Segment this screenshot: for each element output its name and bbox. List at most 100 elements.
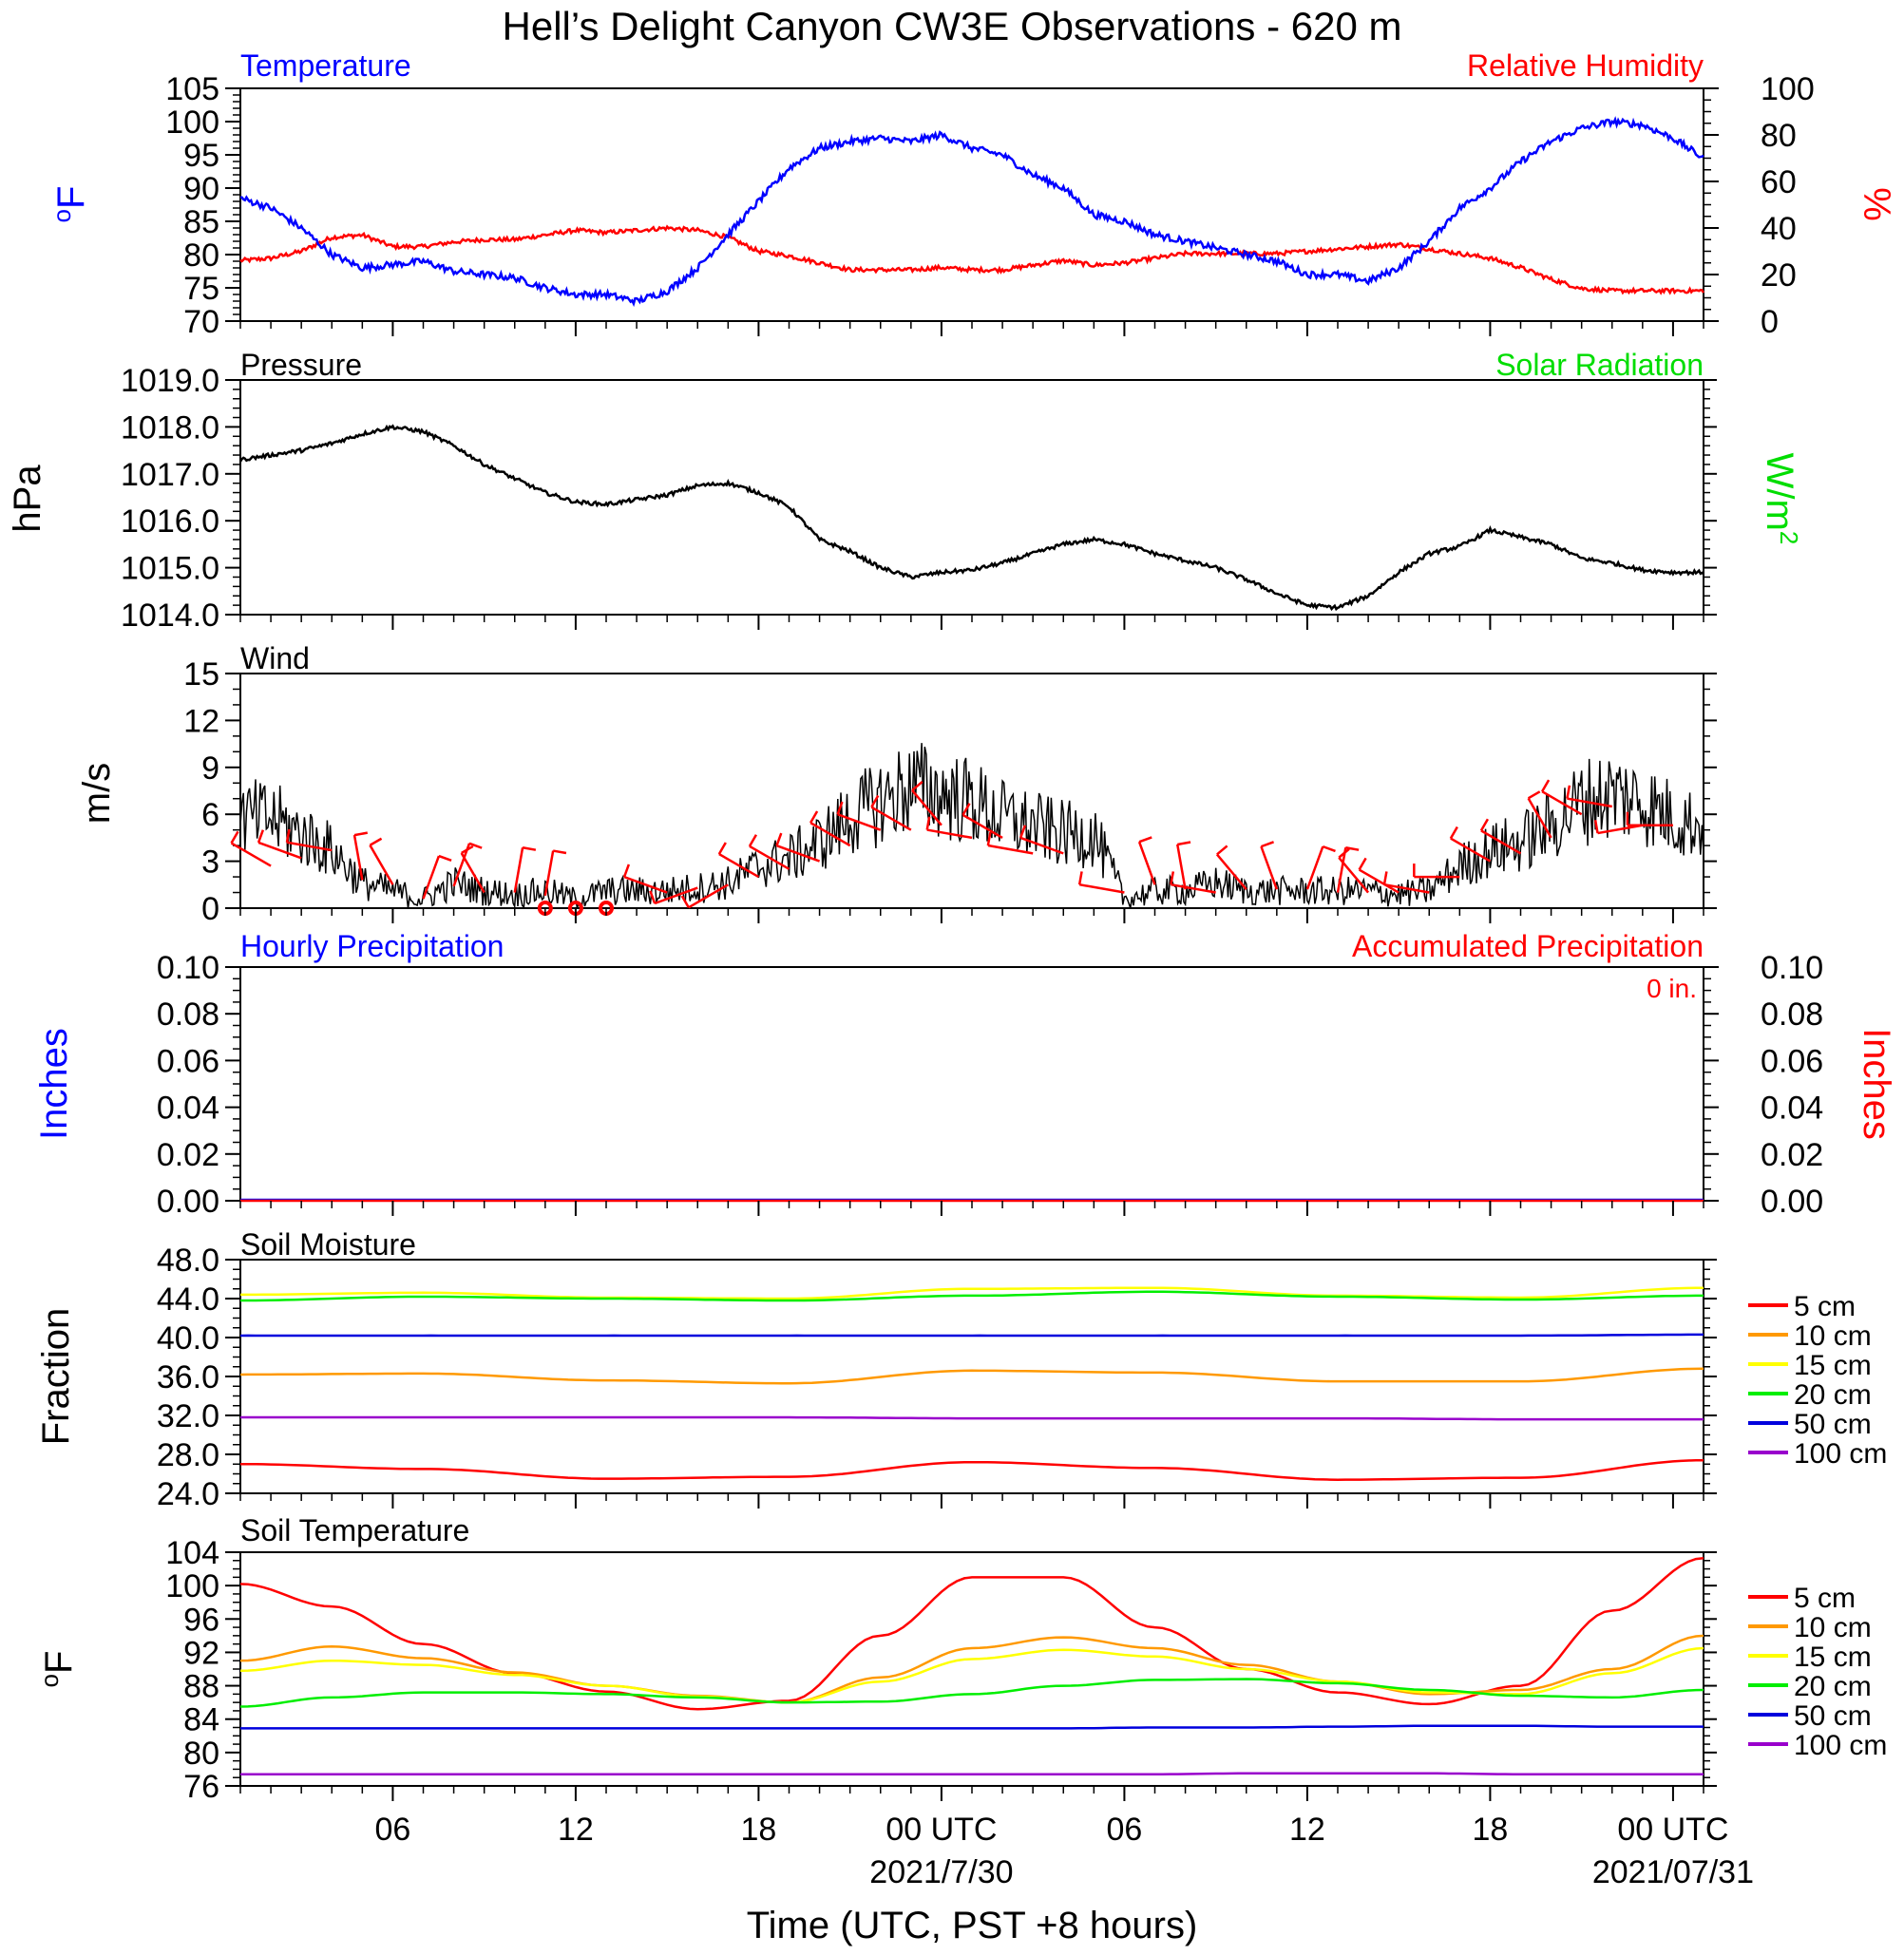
pressure-panel: Pressure Solar Radiation 1019.01018.0101…	[7, 348, 1803, 634]
wind-barb	[962, 803, 1003, 839]
soil-moisture-title: Soil Moisture	[240, 1227, 416, 1262]
wind-barb	[1382, 871, 1430, 894]
temperature-series-line	[239, 116, 1704, 308]
wind-barb	[1449, 826, 1492, 863]
y-tick-label: 0.00	[1761, 1184, 1823, 1220]
series-line-10cm	[239, 1367, 1704, 1385]
series-line-15cm	[240, 1286, 1704, 1300]
y-tick-label: 76	[183, 1769, 219, 1805]
series-line-20cm	[239, 1678, 1704, 1708]
y-tick-label: 70	[183, 304, 219, 340]
x-axis-title: Time (UTC, PST +8 hours)	[747, 1905, 1198, 1946]
series-line-5cm	[239, 1556, 1704, 1711]
x-date-label: 2021/7/30	[869, 1854, 1013, 1890]
wind-barb	[422, 854, 452, 900]
wind-title: Wind	[240, 641, 310, 675]
precip-left-y-ticks: 0.10 0.08 0.06 0.04 0.02 0.00	[157, 950, 240, 1220]
y-tick-label: 84	[183, 1702, 219, 1738]
temp-rh-series	[239, 116, 1705, 308]
soil-temperature-series	[239, 1556, 1704, 1775]
wind-barb	[986, 832, 1034, 855]
legend-label: 15 cm	[1794, 1642, 1872, 1673]
y-tick-label: 24.0	[157, 1476, 219, 1512]
soil-temperature-title: Soil Temperature	[240, 1513, 469, 1547]
y-tick-label: 100	[165, 104, 219, 141]
wind-barb	[870, 794, 912, 831]
pressure-frame	[239, 379, 1704, 616]
legend-label: 50 cm	[1794, 1700, 1872, 1732]
pressure-series-line	[238, 424, 1704, 612]
y-tick-label: 95	[183, 138, 219, 174]
wind-barb	[680, 883, 729, 909]
wind-barb	[1170, 871, 1216, 894]
wind-barb	[285, 828, 333, 852]
y-tick-label: 0.06	[157, 1043, 219, 1079]
rh-y-ticks: 100 80 60 40 20 0	[1704, 71, 1815, 340]
wind-barb	[543, 849, 567, 897]
wind-unit-label: m/s	[76, 763, 118, 824]
legend-label: 5 cm	[1794, 1291, 1856, 1322]
wind-barb	[1305, 845, 1336, 890]
legend-label: 20 cm	[1794, 1379, 1872, 1411]
y-tick-label: 0.08	[157, 996, 219, 1033]
rh-title: Relative Humidity	[1467, 48, 1704, 83]
y-tick-label: 80	[183, 237, 219, 274]
legend-label: 50 cm	[1794, 1409, 1872, 1440]
wind-barb	[622, 864, 668, 894]
chart-title: Hell’s Delight Canyon CW3E Observations …	[503, 4, 1402, 48]
y-tick-label: 0.10	[157, 950, 219, 986]
series-line-100cm	[240, 1415, 1704, 1421]
wind-barb	[717, 842, 760, 879]
x-axis-ticks	[239, 321, 1704, 1801]
y-tick-label: 9	[201, 750, 219, 787]
y-tick-label: 1015.0	[121, 551, 219, 587]
pressure-series	[238, 424, 1704, 612]
legend-label: 100 cm	[1794, 1730, 1887, 1761]
y-tick-label: 1016.0	[121, 503, 219, 540]
y-tick-label: 15	[183, 656, 219, 693]
precip-left-unit-label: Inches	[33, 1028, 75, 1140]
legend-label: 15 cm	[1794, 1350, 1872, 1381]
accum-precip-title: Accumulated Precipitation	[1352, 929, 1704, 963]
y-tick-label: 36.0	[157, 1359, 219, 1395]
x-tick-label: 18	[741, 1812, 777, 1848]
y-tick-label: 80	[183, 1736, 219, 1772]
precip-right-y-ticks: 0.10 0.08 0.06 0.04 0.02 0.00	[1704, 950, 1823, 1220]
x-tick-label: 12	[558, 1812, 594, 1848]
wind-barb	[1593, 820, 1644, 835]
solar-unit-label: W/m2	[1759, 453, 1803, 545]
wind-barb	[1176, 841, 1191, 890]
wind-barb	[649, 886, 698, 905]
pressure-unit-label: hPa	[7, 465, 48, 533]
y-tick-label: 6	[201, 797, 219, 833]
y-tick-label: 90	[183, 171, 219, 207]
temp-rh-panel: Temperature Relative Humidity 1051009590…	[48, 48, 1897, 340]
precip-panel: Hourly Precipitation Accumulated Precipi…	[33, 929, 1897, 1220]
wind-series	[230, 743, 1704, 916]
wind-barb	[369, 837, 394, 885]
temperature-title: Temperature	[240, 48, 411, 83]
precip-right-unit-label: Inches	[1856, 1028, 1897, 1140]
wind-barb	[513, 846, 537, 893]
y-tick-label: 96	[183, 1602, 219, 1638]
y-tick-label: 0	[1761, 304, 1779, 340]
y-tick-label: 28.0	[157, 1437, 219, 1473]
wind-barb	[1626, 811, 1673, 826]
x-tick-label: 00 UTC	[1617, 1812, 1728, 1848]
x-date-label: 2021/07/31	[1592, 1854, 1754, 1890]
y-tick-label: 0.08	[1761, 996, 1823, 1033]
wind-barb	[1338, 847, 1370, 894]
wind-barb	[1019, 825, 1064, 855]
y-tick-label: 40	[1761, 211, 1797, 247]
y-tick-label: 100	[165, 1568, 219, 1604]
wind-barb	[1413, 864, 1460, 879]
solar-radiation-title: Solar Radiation	[1495, 348, 1704, 382]
wind-barb	[1260, 841, 1279, 890]
precip-series	[240, 1198, 1704, 1203]
